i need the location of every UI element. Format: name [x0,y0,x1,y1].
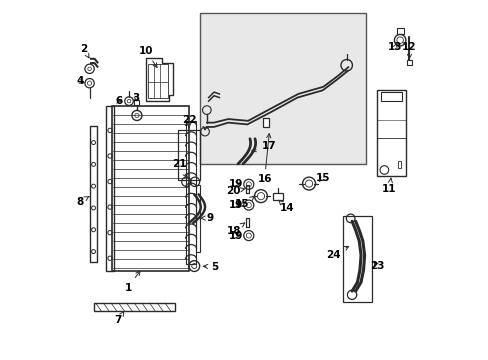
Bar [112,107,188,271]
Text: 8: 8 [77,197,89,207]
Text: 15: 15 [315,173,329,183]
Bar [199,13,366,164]
Text: 15: 15 [235,197,254,210]
Text: 20: 20 [225,186,244,197]
Bar [94,303,174,311]
Text: 5: 5 [203,262,218,272]
Text: 2: 2 [80,44,89,58]
Bar [245,185,249,193]
Bar [147,64,167,98]
Text: 14: 14 [278,200,293,213]
Text: 1: 1 [124,271,140,293]
Text: 19: 19 [228,179,242,189]
Text: 18: 18 [226,223,244,236]
Text: 6: 6 [115,96,122,106]
Bar [178,130,199,180]
Bar [196,185,200,252]
Text: 3: 3 [132,93,140,103]
Text: 24: 24 [325,246,348,260]
Bar [343,216,371,302]
Text: 4: 4 [77,76,84,86]
Text: 19: 19 [228,200,242,210]
Bar [89,126,97,262]
Bar [186,121,195,264]
Bar [397,161,400,168]
Text: 19: 19 [228,231,242,240]
Text: 10: 10 [139,46,157,67]
Bar [134,100,139,105]
Text: 22: 22 [182,115,196,128]
Bar [381,92,401,101]
Bar [407,59,411,65]
Text: 21: 21 [172,159,186,177]
Bar [396,28,403,35]
Text: 13: 13 [387,42,402,52]
Bar [273,193,283,200]
Text: 23: 23 [369,261,384,271]
Text: 11: 11 [381,178,396,194]
Text: 12: 12 [402,42,416,58]
Text: 16: 16 [257,134,271,184]
Bar [376,90,405,176]
Text: 9: 9 [201,213,214,222]
Bar [245,218,249,226]
Text: 7: 7 [114,312,123,325]
Text: 17: 17 [251,141,276,152]
Bar [263,118,268,127]
Bar [106,107,113,271]
